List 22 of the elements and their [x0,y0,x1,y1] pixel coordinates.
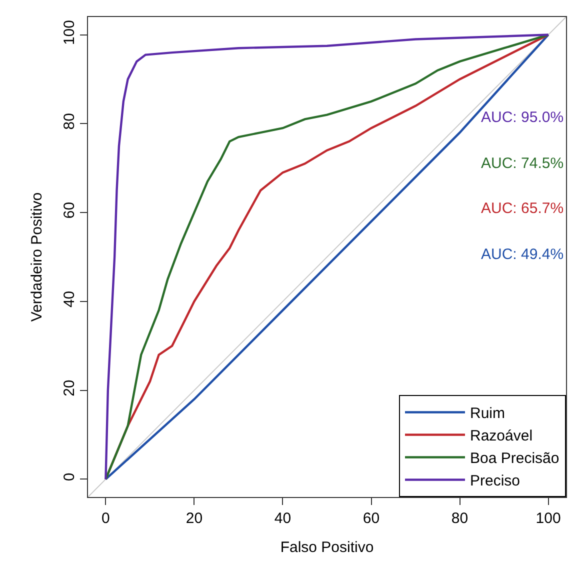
x-axis-title: Falso Positivo [280,539,374,556]
legend-label: Razoável [470,428,533,445]
x-tick-label: 100 [536,510,561,527]
y-tick-label: 20 [61,380,78,396]
legend-label: Preciso [470,472,520,490]
annotation: AUC: 95.0% [481,109,564,126]
x-tick-label: 20 [186,510,203,527]
y-axis-title: Verdadeiro Positivo [28,192,46,322]
annotation: AUC: 49.4% [481,246,564,263]
legend-label: Boa Precisão [470,450,560,468]
y-tick-label: 60 [61,202,78,219]
x-tick-label: 40 [274,510,292,527]
x-tick-label: 60 [362,510,380,527]
y-tick-label: 100 [61,20,78,46]
x-tick-label: 0 [102,510,110,527]
annotation: AUC: 65.7% [481,200,564,217]
annotation: AUC: 74.5% [481,155,564,172]
y-tick-label: 80 [61,113,78,130]
legend-label: Ruim [470,405,506,422]
y-tick-label: 0 [61,472,78,482]
y-tick-label: 40 [61,290,78,308]
x-tick-label: 80 [451,510,468,527]
